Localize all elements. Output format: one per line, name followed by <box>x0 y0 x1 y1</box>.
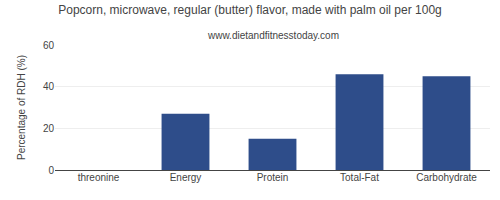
svg-text:0: 0 <box>48 165 54 176</box>
svg-text:threonine: threonine <box>78 172 120 183</box>
svg-text:Popcorn, microwave, regular (b: Popcorn, microwave, regular (butter) fla… <box>58 3 442 17</box>
svg-text:www.dietandfitnesstoday.com: www.dietandfitnesstoday.com <box>207 30 339 41</box>
svg-text:Energy: Energy <box>170 172 202 183</box>
svg-text:Protein: Protein <box>257 172 289 183</box>
svg-text:40: 40 <box>43 81 55 92</box>
svg-text:60: 60 <box>43 40 55 51</box>
svg-text:Total-Fat: Total-Fat <box>340 172 379 183</box>
svg-text:Percentage of RDH (%): Percentage of RDH (%) <box>16 55 27 160</box>
svg-text:Carbohydrate: Carbohydrate <box>416 172 477 183</box>
svg-text:20: 20 <box>43 123 55 134</box>
